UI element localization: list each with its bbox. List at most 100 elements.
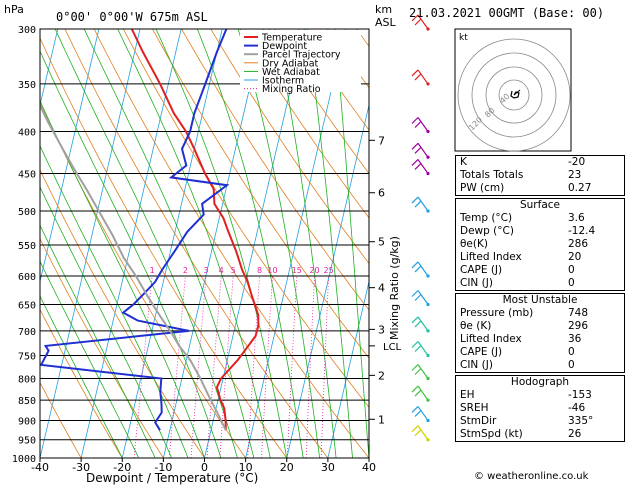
index-label: Totals Totals	[460, 169, 524, 181]
wind-barb-flag	[414, 200, 422, 208]
surface-row: CAPE (J) 0	[456, 264, 624, 277]
wind-barb-dot	[426, 398, 430, 402]
index-label: K	[460, 156, 467, 168]
hodograph-storm-vector	[513, 89, 521, 96]
hodo-label: EH	[460, 389, 475, 401]
dry-adiabat-line	[210, 29, 369, 265]
mu-value: 296	[568, 320, 589, 332]
asl-label: ASL	[375, 16, 397, 29]
mixing-ratio-line	[320, 275, 329, 458]
isobars	[40, 29, 369, 458]
km-tick-label: 6	[378, 187, 385, 200]
pressure-tick-label: 800	[18, 374, 36, 385]
legend-item-label: Wet Adiabat	[262, 67, 320, 78]
mixing-ratio-label: 2	[183, 266, 188, 275]
wind-barb-flag	[411, 406, 419, 413]
mixing-ratio-line	[305, 275, 315, 458]
mu-label: CAPE (J)	[460, 346, 503, 358]
wind-barb-staff	[417, 159, 429, 174]
wind-barb-staff	[417, 385, 429, 401]
legend-item-label: Mixing Ratio	[262, 84, 321, 95]
pressure-tick-label: 500	[18, 207, 36, 218]
hodograph-unit-label: kt	[459, 33, 468, 43]
credit-text: © weatheronline.co.uk	[474, 471, 589, 482]
wind-barb-flag	[411, 142, 419, 150]
mixing-ratio-label: 8	[257, 266, 262, 275]
legend-item-label: Parcel Trajectory	[262, 50, 341, 61]
isotherm-line	[327, 279, 369, 458]
x-tick-label: 40	[362, 461, 376, 474]
surface-value: 0	[568, 264, 575, 276]
km-tick-label: 5	[378, 236, 385, 249]
mu-value: 0	[568, 359, 575, 371]
wind-barb-flag	[414, 146, 422, 154]
mixing-ratio-label: 15	[292, 266, 302, 275]
mixing-ratio-label: 20	[309, 266, 319, 275]
wind-barb-dot	[426, 329, 430, 333]
mixing-ratio-label: 1	[150, 266, 155, 275]
pressure-tick-label: 300	[18, 25, 36, 36]
wind-barb-dot	[426, 27, 430, 31]
wind-barb-flag	[414, 121, 422, 128]
dry-adiabat-line	[239, 29, 369, 219]
dry-adiabat-line	[93, 29, 369, 458]
x-tick-label: 0	[201, 461, 208, 474]
index-row-tt: Totals Totals 23	[456, 169, 624, 182]
surface-box: Surface Temp (°C) 3.6 Dewp (°C) -12.4 θe(K…	[455, 198, 625, 291]
x-tick-label: 20	[280, 461, 294, 474]
wind-barb-staff	[417, 364, 429, 379]
wind-barb-dot	[426, 155, 430, 159]
surface-row: θe(K) 286	[456, 238, 624, 251]
indices-box: K -20 Totals Totals 23 PW (cm) 0.27	[455, 155, 625, 196]
surface-value: 0	[568, 277, 575, 289]
wind-barb-flag	[411, 385, 419, 393]
surface-value: 3.6	[568, 212, 585, 224]
wet-adiabat-line	[83, 29, 255, 458]
wind-barb-staff	[417, 69, 429, 85]
legend-item-label: Dewpoint	[262, 41, 307, 52]
mu-row: θe (K) 296	[456, 320, 624, 333]
pressure-tick-label: 900	[18, 416, 36, 427]
profile-curves	[40, 29, 260, 431]
km-label: km	[375, 3, 392, 16]
wind-barb-flag	[414, 320, 422, 328]
most-unstable-title: Most Unstable	[502, 294, 578, 306]
pressure-axis: 300 350 400 450 500 550 600 650 700 750 800 850 900 9…	[12, 25, 36, 465]
isotherm-line	[40, 29, 141, 458]
surface-title: Surface	[519, 199, 560, 211]
surface-row: Temp (°C) 3.6	[456, 212, 624, 225]
mu-value: 0	[568, 346, 575, 358]
hodograph-title: Hodograph	[510, 376, 570, 388]
hodo-label: StmSpd (kt)	[460, 428, 523, 440]
pressure-tick-label: 1000	[12, 454, 36, 465]
wind-barb-flag	[414, 389, 422, 397]
wind-barb-flag	[414, 345, 422, 352]
mu-label: Pressure (mb)	[460, 307, 534, 319]
surface-row: CIN (J) 0	[456, 277, 624, 290]
wind-barb-flag	[414, 18, 422, 26]
hodo-row: StmSpd (kt) 26	[456, 428, 624, 441]
hodograph-box: Hodograph EH -153 SREH -46 StmDir 335° StmS…	[455, 375, 625, 442]
hodograph-trace	[510, 90, 520, 99]
wind-barb-dot	[426, 82, 430, 86]
x-axis-title: Dewpoint / Temperature (°C)	[86, 471, 258, 485]
pressure-tick-label: 850	[18, 396, 36, 407]
hpa-label: hPa	[4, 3, 24, 16]
wind-barb-staff	[417, 406, 429, 421]
wind-barb-flag	[411, 425, 419, 433]
mixing-ratio-line	[206, 275, 222, 458]
wet-adiabat-line	[117, 29, 271, 458]
hodo-label: StmDir	[460, 415, 497, 427]
mixing-ratio-labels: 1 2 3 4 5 8 10 15 20 25	[150, 266, 334, 275]
index-value: -20	[568, 156, 586, 168]
mu-row: CIN (J) 0	[456, 359, 624, 372]
mixing-ratio-label: 3	[203, 266, 208, 275]
hodo-row: SREH -46	[456, 402, 624, 415]
wind-barb-flag	[411, 290, 419, 297]
wind-barb-staff	[417, 341, 429, 356]
wind-barb-dot	[426, 129, 430, 134]
surface-label: θe(K)	[460, 238, 488, 250]
